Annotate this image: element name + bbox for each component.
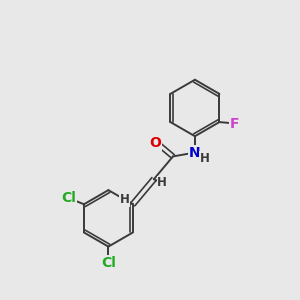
Text: N: N bbox=[189, 146, 201, 160]
Text: Cl: Cl bbox=[101, 256, 116, 270]
Text: H: H bbox=[157, 176, 167, 189]
Text: H: H bbox=[120, 193, 130, 206]
Text: Cl: Cl bbox=[61, 191, 76, 205]
Text: F: F bbox=[230, 117, 239, 130]
Text: O: O bbox=[149, 136, 161, 150]
Text: H: H bbox=[200, 152, 209, 165]
